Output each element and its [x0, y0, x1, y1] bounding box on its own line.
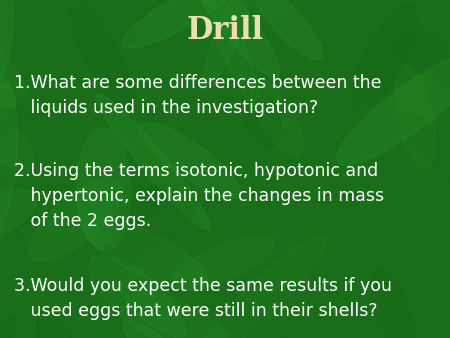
Ellipse shape [0, 316, 18, 338]
Ellipse shape [70, 3, 133, 107]
Ellipse shape [93, 199, 197, 274]
Ellipse shape [242, 89, 281, 146]
Ellipse shape [0, 71, 34, 171]
Text: 2.Using the terms isotonic, hypotonic and
   hypertonic, explain the changes in : 2.Using the terms isotonic, hypotonic an… [14, 162, 383, 230]
Ellipse shape [372, 268, 414, 338]
Ellipse shape [83, 217, 209, 291]
Ellipse shape [395, 64, 436, 169]
Ellipse shape [397, 112, 450, 198]
Ellipse shape [122, 0, 241, 48]
Ellipse shape [119, 184, 166, 230]
Ellipse shape [193, 236, 326, 338]
Ellipse shape [111, 0, 148, 49]
Ellipse shape [89, 256, 186, 338]
Ellipse shape [0, 42, 16, 108]
Text: 3.Would you expect the same results if you
   used eggs that were still in their: 3.Would you expect the same results if y… [14, 277, 392, 320]
Ellipse shape [200, 0, 260, 108]
Ellipse shape [0, 0, 14, 91]
Ellipse shape [252, 0, 322, 60]
Ellipse shape [0, 150, 53, 253]
Ellipse shape [139, 122, 240, 198]
Ellipse shape [96, 94, 211, 230]
Ellipse shape [0, 83, 18, 244]
Ellipse shape [382, 21, 450, 92]
Ellipse shape [251, 79, 303, 156]
Ellipse shape [202, 0, 256, 92]
Ellipse shape [76, 127, 130, 251]
Ellipse shape [173, 236, 274, 290]
Ellipse shape [0, 2, 27, 97]
Ellipse shape [126, 291, 228, 338]
Ellipse shape [207, 286, 316, 338]
Ellipse shape [0, 94, 44, 177]
Ellipse shape [337, 52, 450, 165]
Ellipse shape [353, 4, 418, 109]
Ellipse shape [36, 312, 79, 338]
Ellipse shape [349, 16, 450, 101]
Text: Drill: Drill [186, 15, 264, 46]
Ellipse shape [123, 321, 198, 338]
Ellipse shape [0, 189, 37, 244]
Ellipse shape [250, 0, 321, 23]
Ellipse shape [28, 178, 123, 262]
Text: 1.What are some differences between the
   liquids used in the investigation?: 1.What are some differences between the … [14, 74, 381, 117]
Ellipse shape [192, 0, 279, 77]
